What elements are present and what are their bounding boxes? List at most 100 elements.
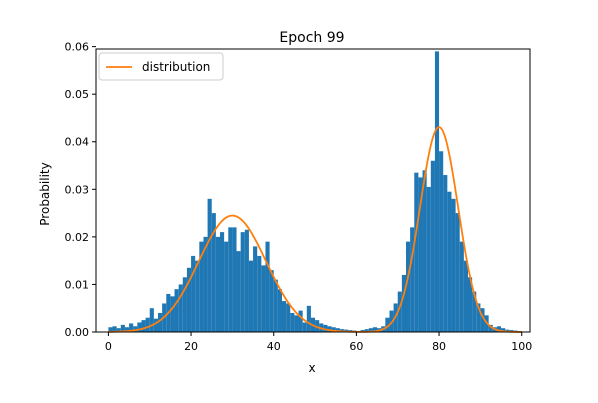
histogram-bar — [368, 328, 373, 332]
histogram-bar — [286, 303, 291, 332]
histogram-bar — [108, 327, 113, 332]
histogram-bar — [277, 289, 282, 332]
histogram-bar — [434, 51, 440, 332]
y-tick-label: 0.04 — [65, 136, 90, 149]
histogram-bar — [137, 322, 142, 332]
histogram-bars — [108, 51, 522, 332]
histogram-bar — [186, 267, 192, 332]
distribution-curve-group — [108, 126, 522, 333]
chart-title: Epoch 99 — [279, 30, 344, 46]
y-tick-label: 0.06 — [65, 41, 90, 54]
histogram-bar — [174, 289, 179, 332]
histogram-bar — [257, 255, 262, 332]
y-tick-label: 0.02 — [65, 231, 90, 244]
histogram-bar — [158, 312, 163, 332]
histogram-bar — [224, 241, 229, 332]
legend-label-distribution: distribution — [142, 60, 210, 74]
histogram-bar — [253, 246, 258, 332]
histogram-bar — [451, 198, 456, 332]
histogram-bar — [335, 328, 340, 332]
histogram-bar — [414, 172, 419, 332]
x-axis-label: x — [308, 361, 315, 375]
x-tick-label: 0 — [105, 340, 112, 353]
histogram-bar — [463, 260, 468, 332]
histogram-bar — [447, 191, 452, 332]
legend: distribution — [98, 52, 224, 81]
histogram-bar — [480, 308, 485, 332]
histogram-bar — [244, 229, 249, 332]
histogram-bar — [501, 328, 506, 332]
histogram-bar — [145, 317, 150, 332]
histogram-bar — [397, 291, 402, 332]
histogram-bar — [306, 305, 311, 332]
histogram-bar — [443, 175, 448, 332]
histogram-bar — [406, 241, 411, 332]
histogram-bar — [273, 279, 278, 332]
histogram-bar — [112, 326, 117, 332]
histogram-bar — [410, 227, 415, 332]
histogram-bar — [170, 296, 175, 332]
histogram-bar — [315, 320, 320, 332]
histogram-bar — [385, 317, 390, 332]
histogram-bar — [364, 329, 369, 332]
histogram-bar — [472, 291, 477, 332]
histogram-bar — [203, 236, 208, 332]
histogram-bar — [182, 277, 187, 332]
histogram-bar — [282, 301, 287, 332]
histogram-bar — [129, 323, 134, 332]
histogram-bar — [133, 326, 138, 332]
histogram-bar — [468, 277, 473, 332]
histogram-bar — [459, 241, 464, 332]
y-tick-label: 0.01 — [65, 278, 90, 291]
histogram-bar — [294, 315, 299, 332]
histogram-bar — [302, 322, 307, 332]
histogram-bar — [265, 241, 270, 332]
histogram-bar — [327, 326, 332, 332]
histogram-bar — [191, 255, 196, 332]
histogram-bar — [120, 324, 125, 332]
histogram-bar — [220, 232, 225, 332]
legend-box — [98, 52, 224, 81]
histogram-bar — [199, 241, 204, 332]
histogram-bar — [232, 227, 237, 332]
histogram-bar — [240, 232, 245, 332]
histogram-bar — [141, 320, 146, 332]
histogram-bar — [422, 170, 427, 332]
histogram-bar — [215, 236, 220, 332]
histogram-bar — [211, 213, 216, 332]
histogram-bar — [195, 260, 200, 332]
histogram-bar — [116, 328, 121, 332]
histogram-bar — [149, 308, 154, 332]
histogram-bar — [476, 303, 481, 332]
x-tick-label: 100 — [511, 340, 532, 353]
histogram-bar — [261, 265, 266, 332]
x-tick-label: 80 — [432, 340, 446, 353]
x-tick-label: 40 — [267, 340, 281, 353]
histogram-bar — [331, 327, 336, 332]
histogram-bar — [207, 198, 212, 332]
distribution-curve — [108, 126, 522, 333]
histogram-bar — [439, 151, 444, 332]
histogram-bar — [124, 327, 130, 332]
x-tick-label: 60 — [349, 340, 363, 353]
x-axis: 0 20 40 60 80 100 — [105, 332, 532, 353]
histogram-bar — [153, 318, 158, 332]
histogram-bar — [488, 324, 493, 332]
histogram-bar — [372, 327, 378, 332]
histogram-bar — [401, 274, 406, 332]
histogram-bar — [323, 324, 328, 332]
histogram-bar — [290, 312, 295, 332]
y-tick-label: 0.00 — [65, 326, 90, 339]
histogram-bar — [269, 270, 274, 332]
plot-frame — [95, 48, 531, 333]
histogram-bar — [236, 251, 241, 332]
x-tick-label: 20 — [184, 340, 198, 353]
histogram-bar — [178, 284, 183, 332]
histogram-bar — [426, 186, 431, 332]
histogram-bar — [298, 310, 303, 332]
histogram-bar — [496, 326, 502, 332]
histogram-bar — [418, 177, 423, 332]
histogram-bar — [248, 260, 254, 332]
histogram-bar — [430, 160, 435, 332]
